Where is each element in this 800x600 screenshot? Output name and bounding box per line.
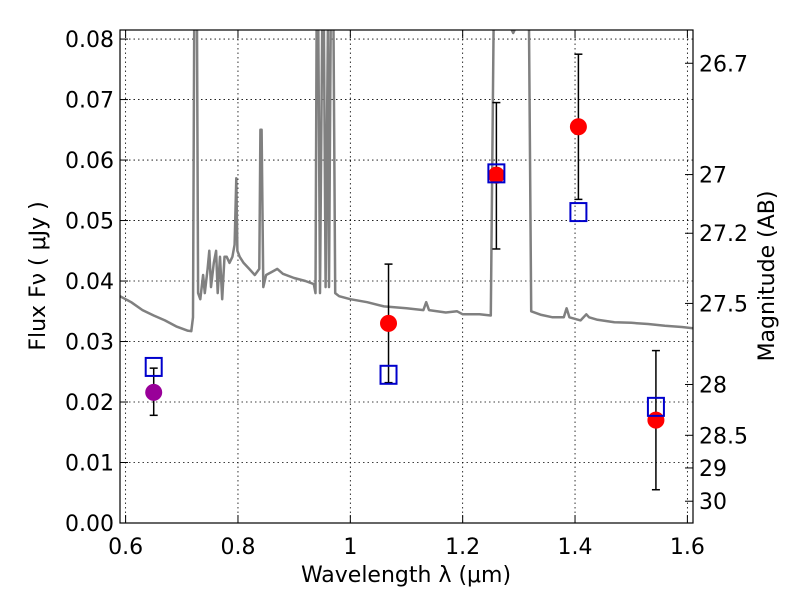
observed-point — [569, 118, 587, 136]
x-tick-label: 1.2 — [445, 535, 480, 560]
y2-tick-label: 26.7 — [699, 52, 748, 77]
y2-tick-label: 29 — [699, 457, 727, 482]
x-axis-label: Wavelength λ (μm) — [301, 563, 511, 588]
y-tick-label: 0.08 — [65, 28, 114, 53]
y2-tick-label: 27.5 — [699, 292, 748, 317]
plot-area — [120, 30, 693, 491]
x-tick-label: 1 — [343, 535, 357, 560]
y2-tick-label: 30 — [699, 490, 727, 515]
y2-tick-label: 28 — [699, 373, 727, 398]
axis-ticks: 0.6 0.8 1 1.2 1.4 1.6 0.00 0.01 0.02 0.03 0.04 0.05… — [65, 28, 748, 560]
y-tick-label: 0.02 — [65, 391, 114, 416]
model-photometry-square — [646, 396, 665, 417]
observed-point — [647, 411, 665, 429]
y-tick-label: 0.00 — [65, 512, 114, 537]
x-tick-label: 0.6 — [108, 535, 143, 560]
observed-point — [380, 314, 398, 332]
model-photometry-square — [487, 163, 506, 184]
model-spectrum-line — [120, 30, 693, 333]
y2-axis-label: Magnitude (AB) — [755, 191, 780, 362]
y-tick-label: 0.01 — [65, 452, 114, 477]
observed-point — [487, 166, 505, 184]
y-axis-label: Flux Fν ( μJy ) — [26, 201, 51, 350]
plot-frame — [119, 29, 694, 524]
observed-optical-point — [145, 383, 163, 401]
y-tick-label: 0.07 — [65, 89, 114, 114]
grid-lines — [120, 30, 693, 523]
x-tick-label: 0.8 — [220, 535, 255, 560]
y-tick-label: 0.04 — [65, 270, 114, 295]
y-tick-label: 0.05 — [65, 210, 114, 235]
model-photometry-square — [569, 202, 588, 223]
model-photometry-square — [144, 356, 163, 377]
y-tick-label: 0.06 — [65, 149, 114, 174]
y-tick-label: 0.03 — [65, 331, 114, 356]
y2-tick-label: 27.2 — [699, 222, 748, 247]
y2-tick-label: 27 — [699, 164, 727, 189]
y2-tick-label: 28.5 — [699, 424, 748, 449]
x-tick-label: 1.6 — [670, 535, 705, 560]
x-tick-label: 1.4 — [558, 535, 593, 560]
model-photometry-square — [379, 364, 398, 385]
